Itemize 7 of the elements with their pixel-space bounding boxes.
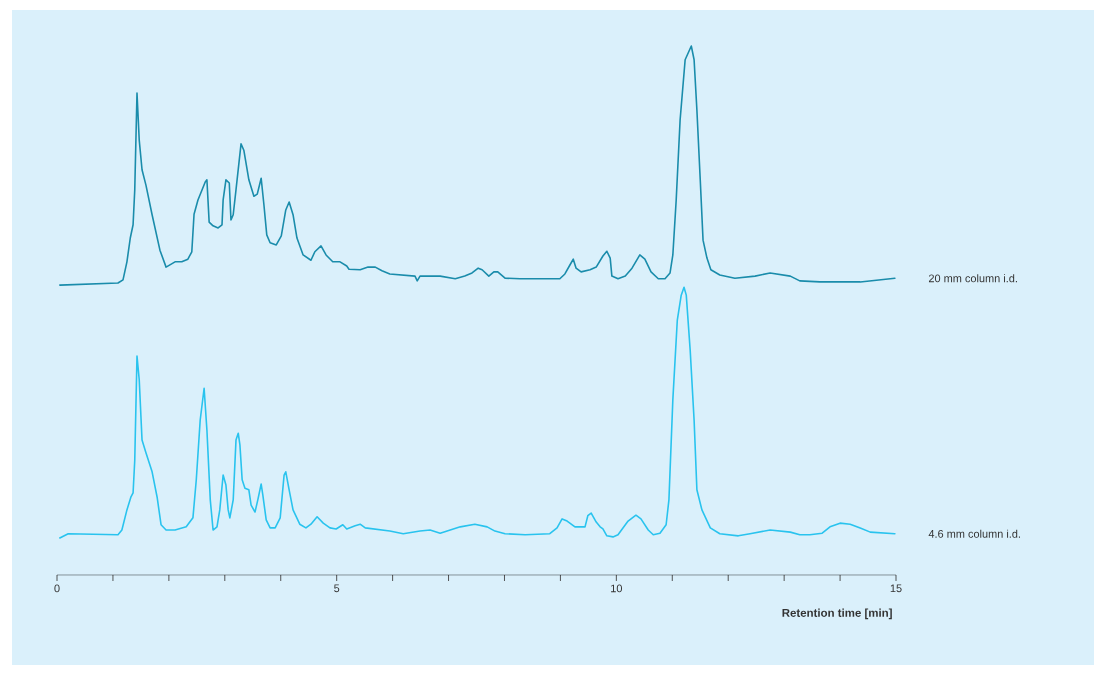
text: 4.6 mm column i.d. <box>928 529 1020 538</box>
x-tick-label: 15 <box>890 584 902 593</box>
x-tick-label: 0 <box>54 584 60 593</box>
text: 20 mm column i.d. <box>928 274 1017 283</box>
x-tick-label: 5 <box>334 584 340 593</box>
x-axis-title: Retention time [min] <box>782 608 892 620</box>
x-tick-label: 10 <box>611 584 622 593</box>
